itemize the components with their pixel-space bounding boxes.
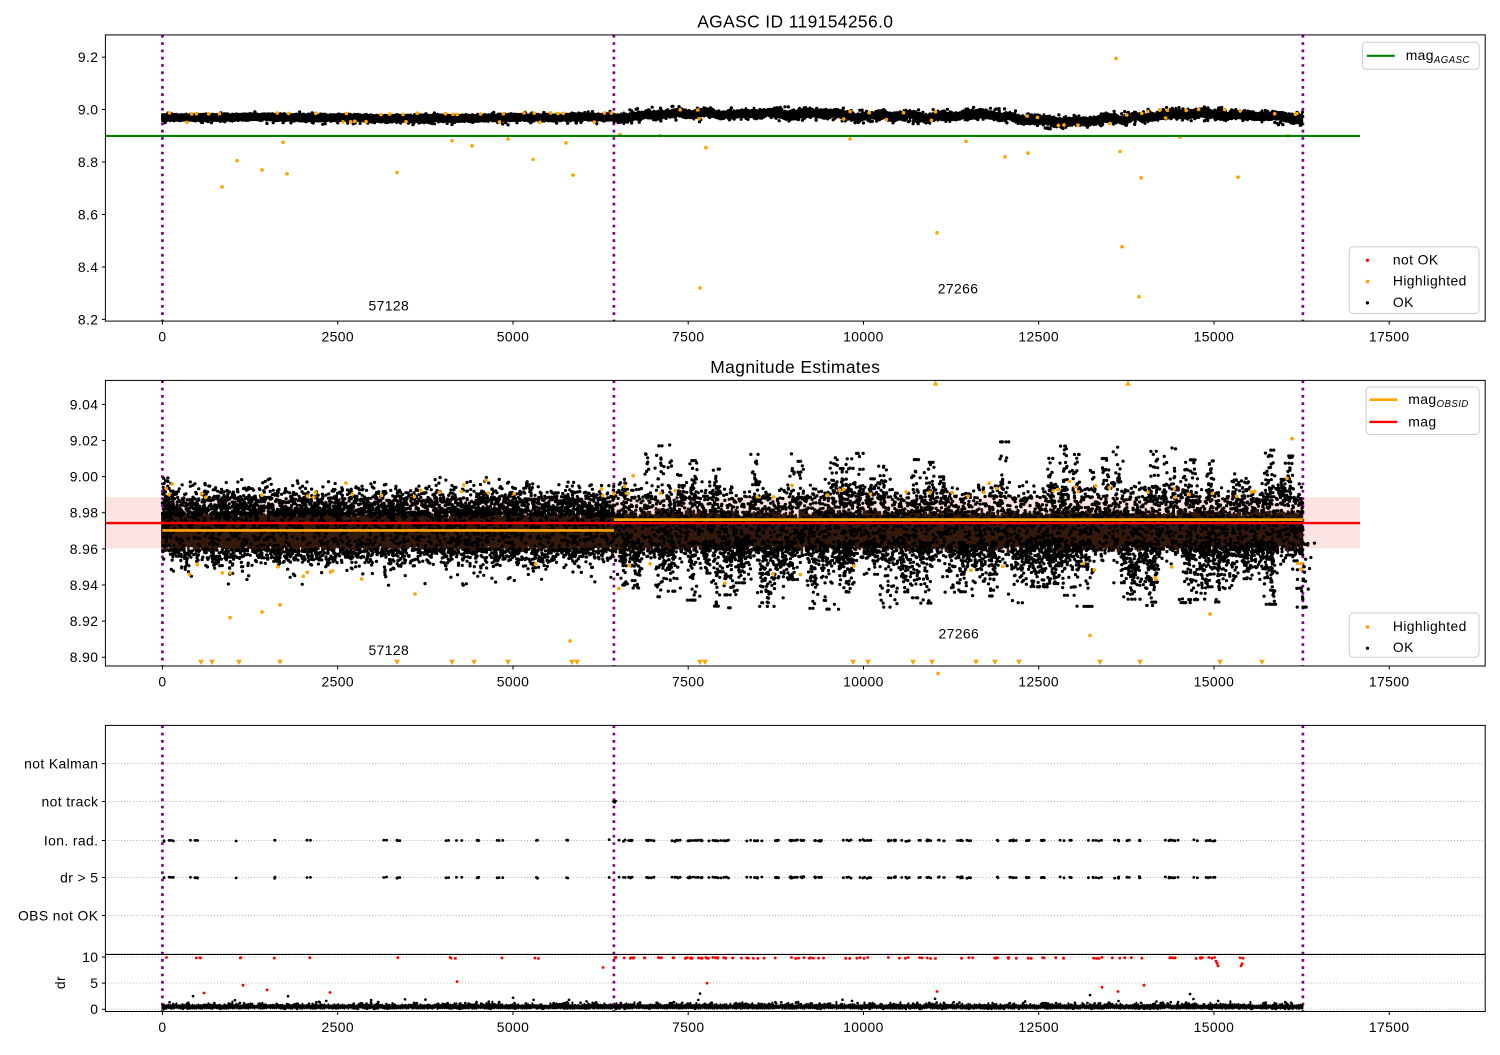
svg-text:9.04: 9.04 (70, 396, 99, 412)
svg-text:9.00: 9.00 (70, 469, 99, 485)
svg-text:8.90: 8.90 (70, 649, 99, 665)
svg-text:not Kalman: not Kalman (24, 756, 98, 772)
svg-text:0: 0 (158, 329, 166, 345)
svg-text:8.2: 8.2 (78, 311, 99, 327)
svg-text:27266: 27266 (938, 281, 979, 297)
svg-text:27266: 27266 (938, 626, 979, 642)
svg-text:2500: 2500 (321, 329, 354, 345)
svg-text:8.6: 8.6 (78, 206, 99, 222)
svg-text:8.98: 8.98 (70, 505, 99, 521)
svg-text:10000: 10000 (843, 674, 884, 690)
svg-text:15000: 15000 (1194, 1019, 1235, 1035)
svg-text:15000: 15000 (1194, 329, 1235, 345)
svg-text:Magnitude Estimates: Magnitude Estimates (710, 357, 880, 377)
svg-text:15000: 15000 (1194, 674, 1235, 690)
svg-text:7500: 7500 (672, 1019, 705, 1035)
svg-text:5000: 5000 (497, 329, 530, 345)
svg-text:12500: 12500 (1018, 329, 1059, 345)
svg-text:Highlighted: Highlighted (1393, 618, 1467, 634)
svg-text:2500: 2500 (321, 1019, 354, 1035)
svg-text:2500: 2500 (321, 674, 354, 690)
svg-text:10000: 10000 (843, 1019, 884, 1035)
svg-text:not OK: not OK (1393, 251, 1439, 267)
svg-text:dr: dr (52, 976, 68, 989)
svg-text:AGASC ID 119154256.0: AGASC ID 119154256.0 (697, 11, 893, 31)
svg-text:7500: 7500 (672, 674, 705, 690)
svg-text:OK: OK (1393, 639, 1414, 655)
svg-text:0: 0 (90, 1001, 98, 1017)
svg-text:OBS not OK: OBS not OK (18, 908, 99, 924)
svg-text:0: 0 (158, 1019, 166, 1035)
svg-text:mag: mag (1408, 413, 1436, 429)
svg-text:Ion. rad.: Ion. rad. (44, 833, 99, 849)
svg-text:12500: 12500 (1018, 1019, 1059, 1035)
svg-text:5000: 5000 (497, 1019, 530, 1035)
svg-text:17500: 17500 (1369, 1019, 1410, 1035)
svg-text:10: 10 (82, 949, 98, 965)
svg-text:7500: 7500 (672, 329, 705, 345)
svg-text:8.94: 8.94 (70, 577, 99, 593)
svg-text:57128: 57128 (368, 297, 409, 313)
svg-text:5000: 5000 (497, 674, 530, 690)
svg-text:dr > 5: dr > 5 (60, 870, 98, 886)
svg-text:8.92: 8.92 (70, 613, 99, 629)
svg-text:OK: OK (1393, 294, 1414, 310)
svg-text:17500: 17500 (1369, 329, 1410, 345)
svg-text:9.02: 9.02 (70, 433, 99, 449)
svg-text:12500: 12500 (1018, 674, 1059, 690)
svg-text:0: 0 (158, 674, 166, 690)
svg-text:not track: not track (42, 794, 99, 810)
svg-text:8.4: 8.4 (78, 259, 99, 275)
svg-text:17500: 17500 (1369, 674, 1410, 690)
svg-text:5: 5 (90, 975, 98, 991)
svg-text:8.8: 8.8 (78, 154, 99, 170)
svg-text:57128: 57128 (368, 642, 409, 658)
svg-text:9.0: 9.0 (78, 102, 99, 118)
svg-text:9.2: 9.2 (78, 49, 99, 65)
svg-text:10000: 10000 (843, 329, 884, 345)
svg-text:Highlighted: Highlighted (1393, 273, 1467, 289)
svg-text:8.96: 8.96 (70, 541, 99, 557)
